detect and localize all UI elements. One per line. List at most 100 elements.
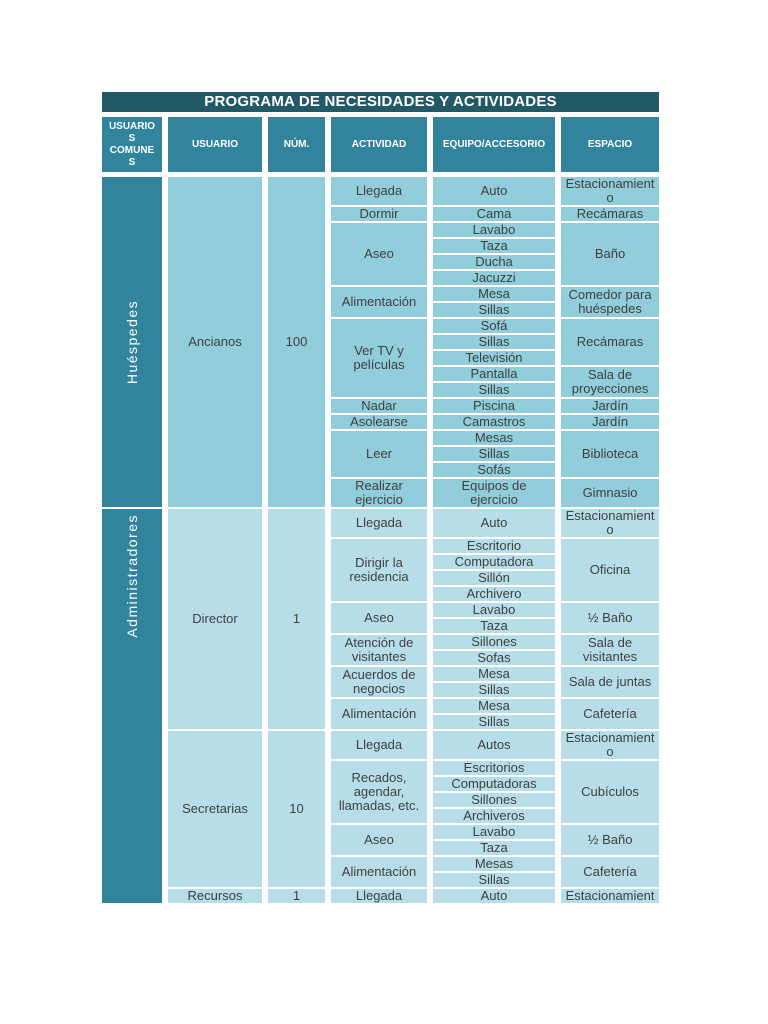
activity-cell: Atención de visitantes: [331, 635, 433, 667]
equipment-cell: Autos: [433, 731, 561, 761]
activity-cell: Leer: [331, 431, 433, 479]
space-cell: Gimnasio: [561, 479, 660, 509]
equipment-cell: Lavabo: [433, 825, 561, 841]
equipment-cell: Sofas: [433, 651, 561, 667]
equipment-cell: Sillas: [433, 447, 561, 463]
table-row: Secretarias 10 Llegada Autos Estacionamiento: [102, 731, 660, 889]
table-row: Pantalla Sala de proyecciones: [102, 367, 660, 399]
table-row: Dormir Cama Recámaras: [102, 207, 660, 223]
table-row: Aseo Lavabo ½ Baño: [102, 603, 660, 635]
equipment-cell: Archiveros: [433, 809, 561, 825]
table-row: Sillas: [102, 303, 659, 319]
table-row: Sofas: [102, 651, 659, 667]
activity-cell: Dormir: [331, 207, 433, 223]
equipment-cell: Auto: [433, 889, 561, 905]
space-cell: Estacionamient: [561, 889, 660, 905]
table-row: Sillas: [102, 335, 659, 351]
equipment-cell: Escritorio: [433, 539, 561, 555]
space-cell: Comedor para huéspedes: [561, 287, 660, 319]
equipment-cell: Taza: [433, 841, 561, 857]
equipment-cell: Mesas: [433, 857, 561, 873]
activity-cell: Aseo: [331, 825, 433, 857]
equipment-cell: Televisión: [433, 351, 561, 367]
num-cell: 1: [268, 889, 331, 905]
table-row: Asolearse Camastros Jardín: [102, 415, 660, 431]
space-cell: Estacionamiento: [561, 177, 660, 207]
equipment-cell: Auto: [433, 509, 561, 539]
table-title-row: PROGRAMA DE NECESIDADES Y ACTIVIDADES: [102, 92, 660, 117]
space-cell: Estacionamiento: [561, 509, 660, 539]
activity-cell: Aseo: [331, 603, 433, 635]
num-cell: 10: [268, 731, 331, 889]
equipment-cell: Taza: [433, 619, 561, 635]
activity-cell: Alimentación: [331, 857, 433, 889]
space-cell: Recámaras: [561, 207, 660, 223]
table-header-row: USUARIOS COMUNES USUARIO NÚM. ACTIVIDAD EQUI…: [102, 117, 660, 177]
equipment-cell: Auto: [433, 177, 561, 207]
table-row: Computadora: [102, 555, 659, 571]
equipment-cell: Piscina: [433, 399, 561, 415]
activity-cell: Alimentación: [331, 699, 433, 731]
equipment-cell: Sillas: [433, 335, 561, 351]
group-vertical-label: Huéspedes: [124, 299, 140, 385]
table-row: Dirigir la residencia Escritorio Oficina: [102, 539, 660, 603]
equipment-cell: Lavabo: [433, 223, 561, 239]
activity-cell: Alimentación: [331, 287, 433, 319]
equipment-cell: Mesa: [433, 287, 561, 303]
equipment-cell: Sillón: [433, 571, 561, 587]
table-row: Sofás: [102, 463, 659, 479]
space-cell: Sala de proyecciones: [561, 367, 660, 399]
table-row: Televisión: [102, 351, 659, 367]
equipment-cell: Cama: [433, 207, 561, 223]
space-cell: ½ Baño: [561, 603, 660, 635]
user-cell: Ancianos: [168, 177, 268, 509]
num-cell: 1: [268, 509, 331, 731]
table-row: Archiveros: [102, 809, 659, 825]
table-row: Archivero: [102, 587, 659, 603]
table-row: Administradores Director 1 Llegada Auto Estac…: [102, 509, 660, 905]
space-cell: Cubículos: [561, 761, 660, 825]
table-row: Sillas: [102, 873, 659, 889]
equipment-cell: Sofá: [433, 319, 561, 335]
activity-cell: Asolearse: [331, 415, 433, 431]
equipment-cell: Sillones: [433, 793, 561, 809]
table-row: Aseo Lavabo ½ Baño: [102, 825, 660, 857]
table-row: Taza: [102, 619, 659, 635]
user-cell: Director: [168, 509, 268, 731]
equipment-cell: Archivero: [433, 587, 561, 603]
table-row: Realizar ejercicio Equipos de ejercicio Gi…: [102, 479, 660, 509]
equipment-cell: Computadoras: [433, 777, 561, 793]
space-cell: Cafetería: [561, 699, 660, 731]
table-row: Aseo Lavabo Baño: [102, 223, 660, 287]
space-cell: Cafetería: [561, 857, 660, 889]
user-cell: Recursos: [168, 889, 268, 905]
table-row: Computadoras: [102, 777, 659, 793]
activity-cell: Llegada: [331, 509, 433, 539]
column-header-3: ACTIVIDAD: [331, 117, 433, 177]
table-row: Sillas: [102, 447, 659, 463]
group-label-cell: Huéspedes: [102, 177, 168, 509]
table-row: Acuerdos de negocios Mesa Sala de juntas: [102, 667, 660, 699]
equipment-cell: Sillas: [433, 383, 561, 399]
activity-cell: Realizar ejercicio: [331, 479, 433, 509]
equipment-cell: Pantalla: [433, 367, 561, 383]
column-header-2: NÚM.: [268, 117, 331, 177]
table-row: Recados, agendar, llamadas, etc. Escritor…: [102, 761, 660, 825]
space-cell: Sala de visitantes: [561, 635, 660, 667]
equipment-cell: Sillas: [433, 303, 561, 319]
table-row: Nadar Piscina Jardín: [102, 399, 660, 415]
equipment-cell: Ducha: [433, 255, 561, 271]
table-row: Sillas: [102, 683, 659, 699]
space-cell: Jardín: [561, 415, 660, 431]
table-row: Alimentación Mesas Cafetería: [102, 857, 660, 889]
equipment-cell: Sillas: [433, 873, 561, 889]
table-row: Alimentación Mesa Comedor para huéspedes: [102, 287, 660, 319]
equipment-cell: Sofás: [433, 463, 561, 479]
group-label-cell: Administradores: [102, 509, 168, 905]
table-container: PROGRAMA DE NECESIDADES Y ACTIVIDADES US…: [102, 92, 660, 905]
table-body: Huéspedes Ancianos 100 Llegada Auto Estaciona…: [102, 177, 660, 905]
table-row: Sillones: [102, 793, 659, 809]
table-title: PROGRAMA DE NECESIDADES Y ACTIVIDADES: [102, 92, 660, 117]
table-row: Alimentación Mesa Cafetería: [102, 699, 660, 731]
